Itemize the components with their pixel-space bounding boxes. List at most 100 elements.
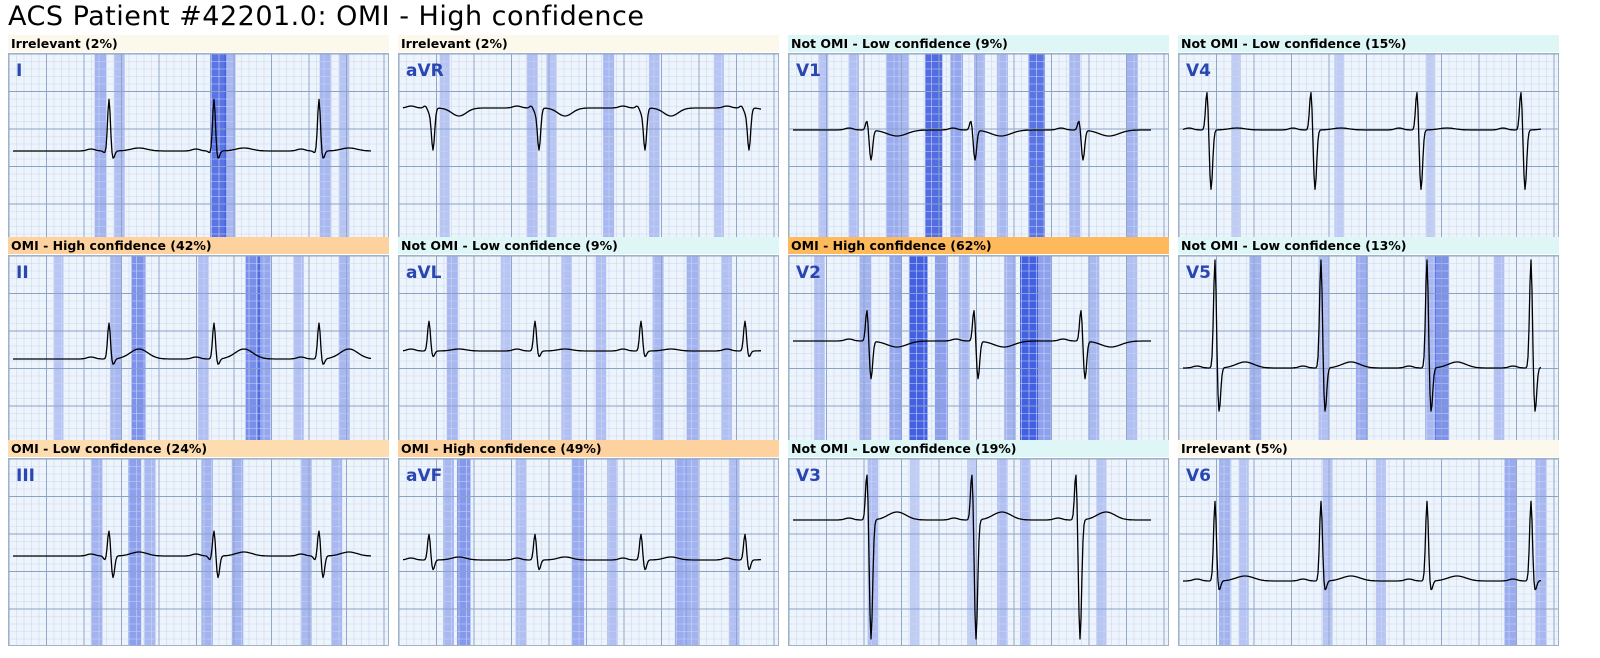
- attention-band: [867, 459, 879, 645]
- attention-band: [603, 54, 615, 240]
- attention-band: [572, 459, 585, 645]
- attention-band: [1493, 256, 1505, 442]
- attention-band: [53, 256, 64, 442]
- ecg-plot-svg: [9, 459, 388, 645]
- attention-band: [1126, 256, 1138, 442]
- ecg-plot: V3: [788, 458, 1169, 646]
- attention-band: [595, 256, 607, 442]
- confidence-banner: OMI - High confidence (62%): [788, 237, 1169, 254]
- lead-label: I: [16, 61, 23, 81]
- lead-label: III: [16, 466, 35, 486]
- ecg-trace: [13, 530, 371, 579]
- attention-band: [1037, 256, 1051, 442]
- attention-band: [897, 54, 909, 240]
- attention-band: [338, 256, 350, 442]
- ecg-plot: V6: [1178, 458, 1559, 646]
- lead-label: V1: [796, 61, 821, 81]
- lead-label: V2: [796, 263, 821, 283]
- lead-panel-aVR: Irrelevant (2%) aVR: [398, 35, 779, 241]
- attention-band: [967, 459, 977, 645]
- confidence-banner: Not OMI - Low confidence (13%): [1178, 237, 1559, 254]
- ecg-plot: I: [8, 53, 389, 241]
- attention-band: [1334, 54, 1344, 240]
- ecg-plot: V2: [788, 255, 1169, 443]
- ecg-plot-svg: [1179, 54, 1558, 240]
- attention-band: [144, 459, 156, 645]
- attention-band: [319, 54, 331, 240]
- lead-label: aVR: [406, 61, 444, 81]
- attention-band: [1425, 54, 1436, 240]
- attention-band: [224, 54, 236, 240]
- attention-band: [1375, 459, 1386, 645]
- attention-band: [1318, 256, 1329, 442]
- ecg-trace: [793, 310, 1151, 380]
- confidence-banner: Not OMI - Low confidence (19%): [788, 440, 1169, 457]
- attention-band: [331, 459, 343, 645]
- attention-band: [1535, 459, 1547, 645]
- attention-band: [889, 256, 902, 442]
- lead-label: aVL: [406, 263, 442, 283]
- ecg-plot-svg: [1179, 459, 1558, 645]
- attention-band: [686, 256, 699, 442]
- attention-band: [974, 54, 985, 240]
- attention-band: [925, 54, 943, 240]
- attention-band: [652, 256, 664, 442]
- lead-label: V6: [1186, 466, 1211, 486]
- ecg-plot-svg: [399, 459, 778, 645]
- lead-panel-V5: Not OMI - Low confidence (13%) V5: [1178, 237, 1559, 443]
- confidence-banner: Not OMI - Low confidence (15%): [1178, 35, 1559, 52]
- attention-band: [443, 459, 454, 645]
- attention-band: [546, 54, 557, 240]
- attention-band: [1219, 459, 1231, 645]
- lead-panel-I: Irrelevant (2%) I: [8, 35, 389, 241]
- ecg-plot-svg: [1179, 256, 1558, 442]
- ecg-plot-svg: [789, 459, 1168, 645]
- attention-band: [515, 459, 527, 645]
- attention-band: [958, 256, 970, 442]
- lead-label: II: [16, 263, 29, 283]
- lead-panel-V4: Not OMI - Low confidence (15%) V4: [1178, 35, 1559, 241]
- ecg-trace: [1183, 259, 1542, 412]
- attention-band: [114, 54, 125, 240]
- confidence-banner: OMI - High confidence (49%): [398, 440, 779, 457]
- attention-band: [996, 54, 1008, 240]
- lead-panel-aVF: OMI - High confidence (49%) aVF: [398, 440, 779, 646]
- ecg-plot: aVL: [398, 255, 779, 443]
- attention-band: [859, 256, 871, 442]
- attention-band: [446, 256, 458, 442]
- lead-label: V5: [1186, 263, 1211, 283]
- attention-band: [300, 459, 312, 645]
- attention-band: [1238, 459, 1249, 645]
- attention-band: [198, 256, 209, 442]
- ecg-plot-svg: [789, 54, 1168, 240]
- attention-band: [210, 54, 227, 240]
- ecg-plot-svg: [9, 54, 388, 240]
- ecg-plot-svg: [399, 256, 778, 442]
- lead-label: V3: [796, 466, 821, 486]
- attention-band: [1249, 256, 1261, 442]
- attention-band: [439, 54, 450, 240]
- confidence-banner: Irrelevant (5%): [1178, 440, 1559, 457]
- attention-band: [527, 54, 538, 240]
- lead-label: V4: [1186, 61, 1211, 81]
- attention-band: [94, 54, 107, 240]
- attention-band: [997, 459, 1008, 645]
- attention-band: [1504, 459, 1517, 645]
- ecg-trace: [793, 120, 1151, 161]
- ecg-trace: [13, 322, 372, 365]
- attention-band: [90, 459, 103, 645]
- confidence-banner: Irrelevant (2%): [8, 35, 389, 52]
- attention-band: [848, 54, 859, 240]
- confidence-banner: Not OMI - Low confidence (9%): [398, 237, 779, 254]
- attention-band: [231, 459, 244, 645]
- lead-panel-aVL: Not OMI - Low confidence (9%) aVL: [398, 237, 779, 443]
- ecg-plot-svg: [789, 256, 1168, 442]
- lead-panel-II: OMI - High confidence (42%) II: [8, 237, 389, 443]
- attention-band: [201, 459, 213, 645]
- ecg-trace: [402, 533, 762, 571]
- lead-panel-V6: Irrelevant (5%) V6: [1178, 440, 1559, 646]
- attention-band: [818, 54, 829, 240]
- attention-band: [910, 459, 920, 645]
- lead-panel-V3: Not OMI - Low confidence (19%) V3: [788, 440, 1169, 646]
- ecg-trace: [13, 98, 371, 159]
